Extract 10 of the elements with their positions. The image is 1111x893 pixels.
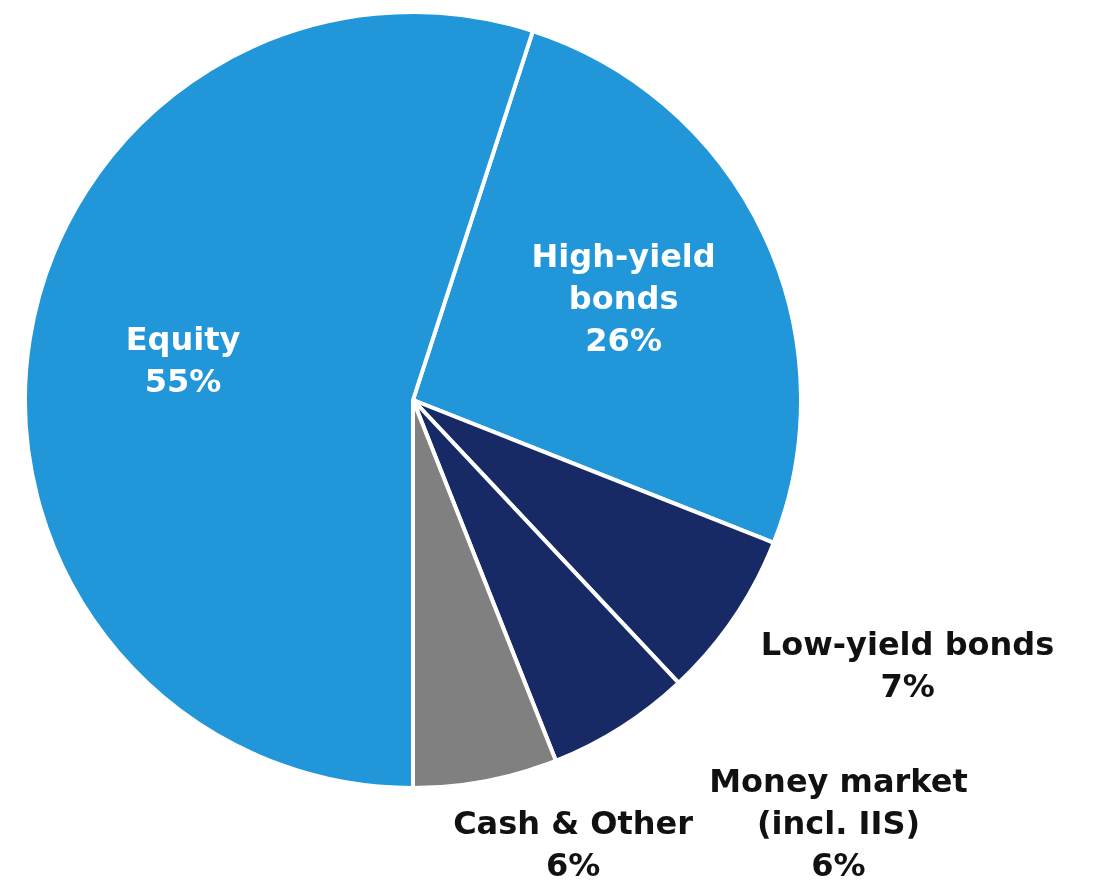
data-label: 6% xyxy=(811,845,866,884)
data-label: 6% xyxy=(545,845,601,884)
slice-label: Cash & Other xyxy=(453,803,694,842)
slice-label: Equity xyxy=(125,320,241,359)
slice-label: High-yield bonds xyxy=(531,236,716,317)
slice-label: Money market (incl. IIS) xyxy=(709,761,968,842)
slice-label: Low-yield bonds xyxy=(760,624,1055,663)
data-label: 26% xyxy=(585,320,662,359)
data-label: 55% xyxy=(144,362,222,401)
data-label: 7% xyxy=(880,666,935,705)
